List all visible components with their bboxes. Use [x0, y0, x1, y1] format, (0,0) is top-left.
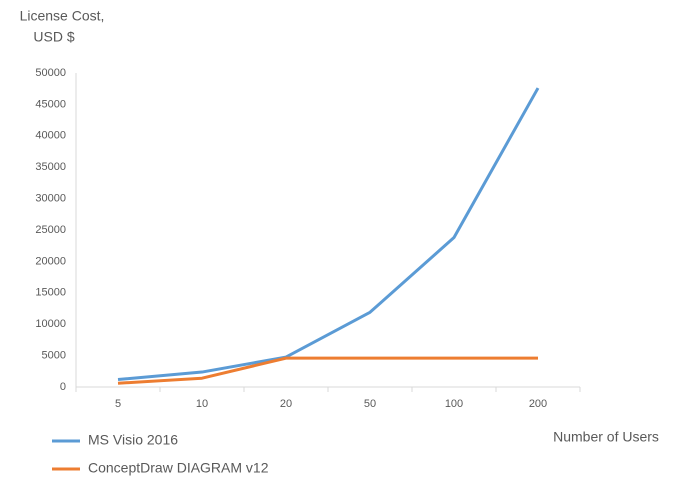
y-tick-label: 15000	[35, 287, 66, 299]
legend-label: MS Visio 2016	[88, 432, 178, 448]
x-tick-label: 10	[196, 398, 208, 410]
y-tick-label: 25000	[35, 224, 66, 236]
y-tick-label: 45000	[35, 98, 66, 110]
y-tick-label: 0	[60, 381, 66, 393]
legend-label: ConceptDraw DIAGRAM v12	[88, 460, 269, 476]
y-tick-label: 50000	[35, 67, 66, 79]
y-axis-label: USD $	[33, 29, 74, 45]
x-axis-label: Number of Users	[553, 429, 659, 445]
x-tick-label: 200	[529, 398, 547, 410]
series-line	[117, 356, 538, 385]
x-tick-label: 50	[364, 398, 376, 410]
y-tick-label: 5000	[42, 350, 66, 362]
y-tick-label: 30000	[35, 193, 66, 205]
x-tick-label: 5	[115, 398, 121, 410]
y-tick-label: 10000	[35, 318, 66, 330]
series-line	[117, 87, 540, 382]
y-axis-label: License Cost,	[20, 8, 105, 24]
y-tick-label: 20000	[35, 255, 66, 267]
x-tick-label: 20	[280, 398, 292, 410]
y-tick-label: 40000	[35, 130, 66, 142]
x-tick-label: 100	[445, 398, 463, 410]
y-tick-label: 35000	[35, 161, 66, 173]
